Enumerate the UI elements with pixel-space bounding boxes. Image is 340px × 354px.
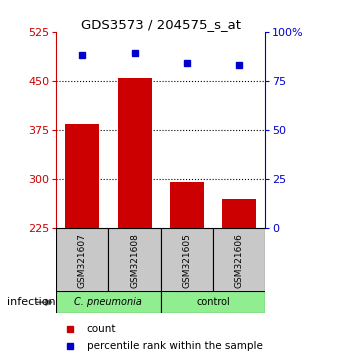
Bar: [65, 124, 99, 228]
Text: GSM321608: GSM321608: [130, 233, 139, 288]
Text: GSM321606: GSM321606: [235, 233, 243, 288]
Bar: [170, 182, 204, 228]
Text: control: control: [196, 297, 230, 307]
Bar: [108, 228, 161, 292]
Text: count: count: [87, 324, 116, 333]
Text: GSM321607: GSM321607: [78, 233, 87, 288]
Bar: [160, 291, 265, 313]
Bar: [56, 228, 108, 292]
Bar: [213, 228, 265, 292]
Title: GDS3573 / 204575_s_at: GDS3573 / 204575_s_at: [81, 18, 241, 31]
Text: C. pneumonia: C. pneumonia: [74, 297, 142, 307]
Text: infection: infection: [7, 297, 55, 307]
Bar: [160, 228, 213, 292]
Text: percentile rank within the sample: percentile rank within the sample: [87, 341, 262, 351]
Bar: [118, 78, 152, 228]
Text: GSM321605: GSM321605: [182, 233, 191, 288]
Bar: [56, 291, 160, 313]
Bar: [222, 199, 256, 228]
